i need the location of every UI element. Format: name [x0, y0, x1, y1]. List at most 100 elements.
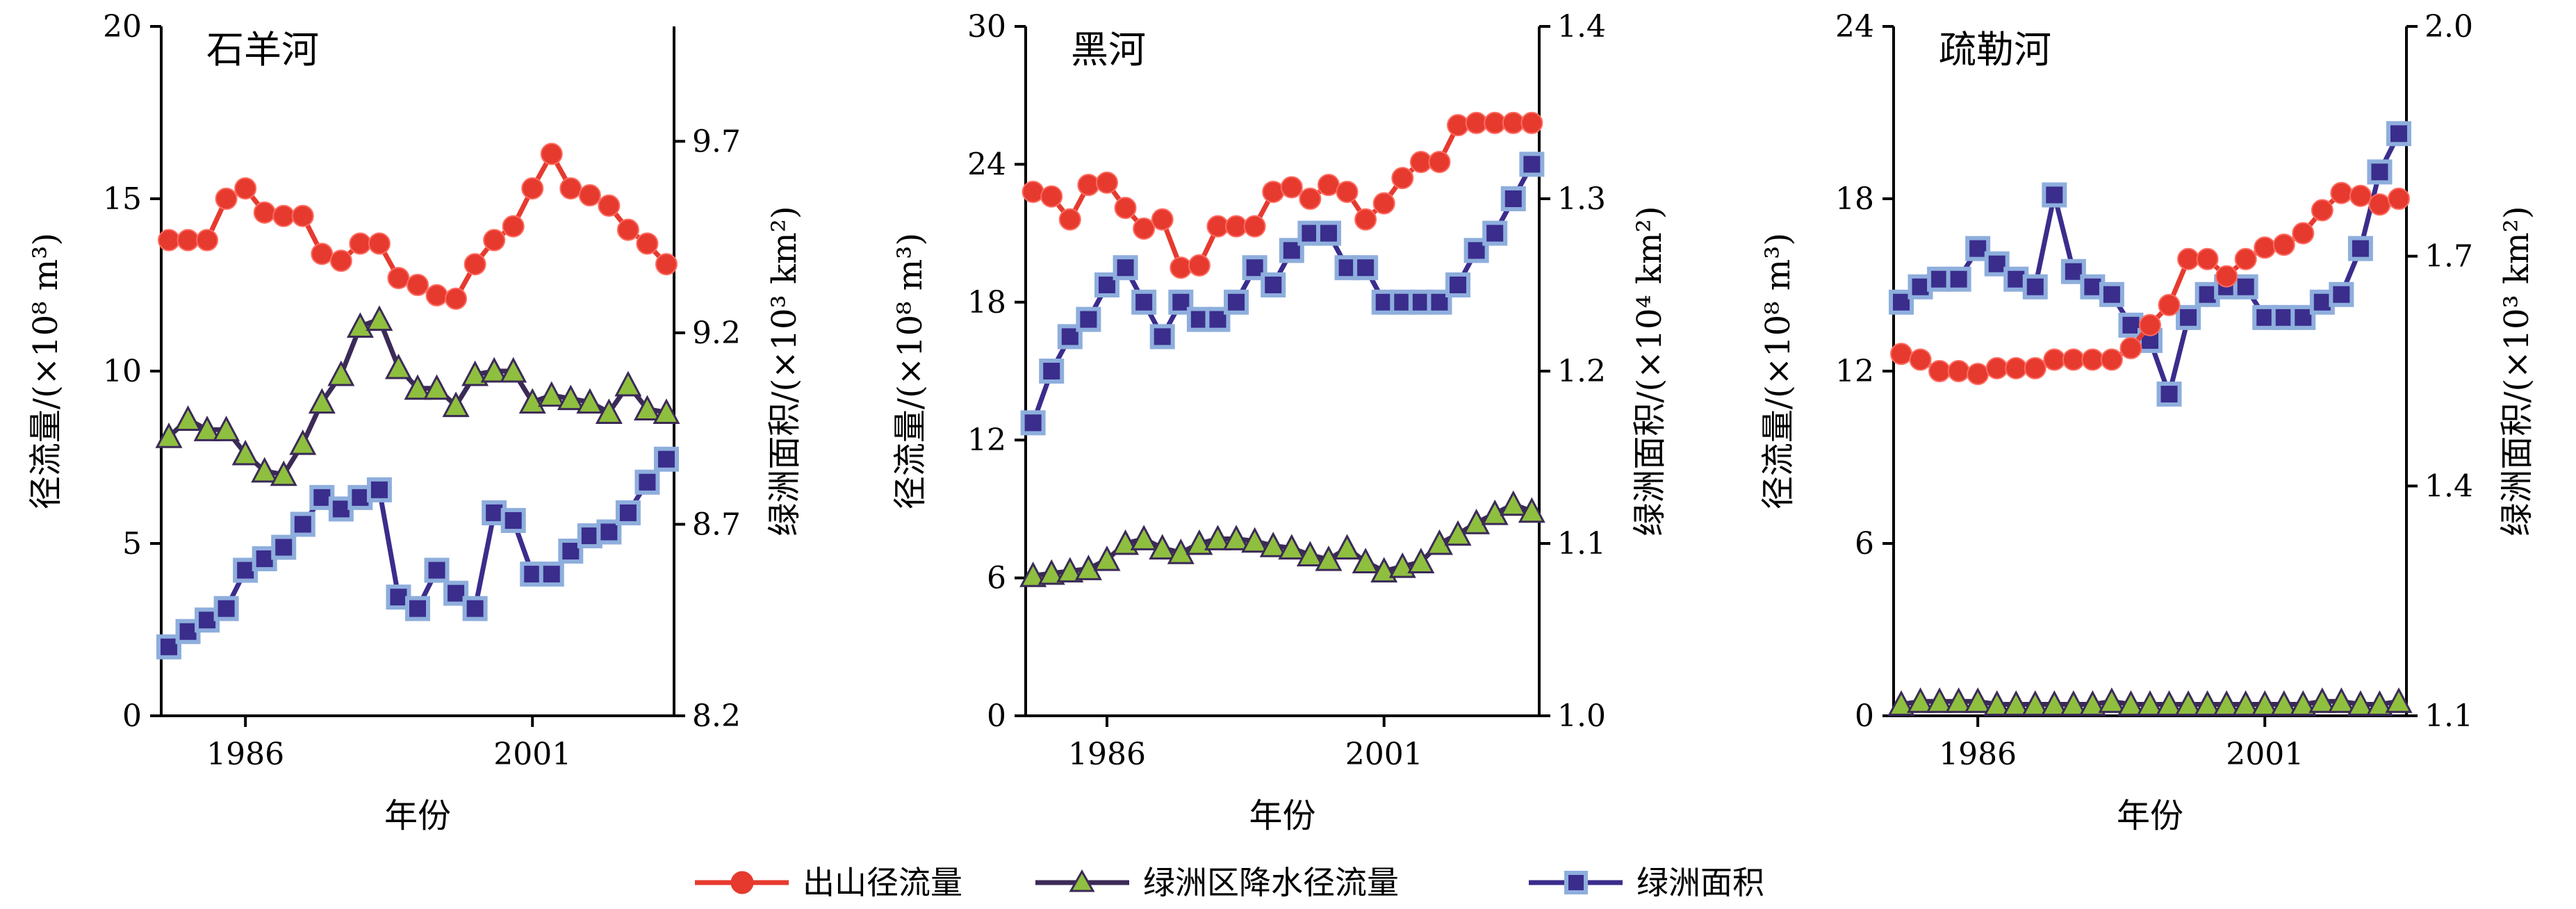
y-tick-label: 12 [1835, 354, 1874, 389]
x-tick-label: 2001 [493, 737, 571, 772]
area-point [2386, 121, 2411, 147]
precip-point [500, 357, 527, 383]
series-runoff [1890, 181, 2410, 386]
area-point [462, 596, 488, 621]
series-area [156, 446, 679, 660]
area-point [2042, 182, 2067, 208]
area-point [2099, 281, 2124, 307]
runoff-point [2349, 184, 2372, 207]
precip-point [595, 398, 623, 425]
runoff-point [1520, 111, 1543, 134]
runoff-point [1077, 174, 1100, 197]
precip-point [2213, 690, 2240, 716]
precip-point [1983, 690, 2011, 716]
x-tick-label: 2001 [1345, 737, 1423, 772]
runoff-point [329, 249, 352, 272]
x-axis-title: 年份 [384, 796, 451, 835]
precip-point [308, 388, 336, 414]
runoff-point [1890, 343, 1913, 366]
runoff-point [2024, 357, 2046, 379]
runoff-point [2139, 313, 2161, 336]
runoff-point [636, 232, 659, 255]
runoff-point [1447, 114, 1470, 137]
runoff-point [1909, 348, 1932, 371]
legend-item-precip: 绿洲区降水径流量 [1035, 864, 1399, 901]
legend: 出山径流量 绿洲区降水径流量 绿洲面积 [695, 864, 1764, 901]
precip-point [1093, 545, 1121, 571]
area-point [1224, 289, 1249, 315]
y-tick-label: 30 [967, 9, 1006, 44]
area-point [156, 634, 182, 660]
y2-tick-label: 1.1 [2425, 698, 2473, 734]
precip-point [1352, 548, 1379, 573]
runoff-point [2368, 193, 2391, 216]
runoff-point [215, 188, 238, 210]
runoff-point [291, 204, 314, 227]
area-point [290, 511, 315, 537]
runoff-point [387, 267, 410, 290]
runoff-point [578, 184, 601, 207]
precip-point [423, 374, 451, 400]
precip-point [1481, 499, 1509, 525]
y-tick-label: 12 [967, 423, 1006, 458]
y2-tick-label: 1.1 [1557, 526, 1606, 562]
precip-point [480, 357, 508, 383]
legend-swatch-runoff-marker [730, 871, 754, 894]
area-point [271, 534, 297, 560]
precip-point [1149, 534, 1176, 560]
y-tick-label: 0 [122, 698, 142, 734]
panel-river-name: 疏勒河 [1939, 28, 2051, 72]
y2-tick-label: 2.0 [2425, 9, 2473, 44]
runoff-point [2100, 348, 2123, 371]
y-tick-label: 10 [103, 354, 142, 389]
precip-point [2327, 687, 2355, 713]
area-point [1965, 236, 1991, 261]
runoff-point [1225, 215, 1248, 238]
legend-item-runoff: 出山径流量 [695, 864, 962, 901]
runoff-point [1502, 111, 1525, 134]
series-runoff [158, 142, 678, 310]
area-point [1353, 255, 1379, 281]
precip-point [1500, 490, 1527, 516]
y-tick-label: 15 [103, 181, 142, 217]
chart-panel-2: 0 6 12 18 24 30 1.0 1.1 1.2 1.3 1.4 1986 2001 年份 径流量/(… [891, 9, 1669, 835]
runoff-point [598, 194, 621, 217]
runoff-point [368, 232, 391, 255]
y-tick-label: 18 [1835, 181, 1874, 217]
runoff-point [445, 287, 468, 310]
runoff-point [2081, 348, 2104, 371]
area-point [1500, 186, 1526, 211]
runoff-point [1058, 208, 1081, 231]
area-point [405, 596, 430, 621]
runoff-point [1985, 357, 2008, 379]
precip-point [2385, 687, 2413, 713]
y-tick-label: 6 [1855, 526, 1874, 562]
runoff-point [1022, 181, 1044, 204]
runoff-point [1354, 208, 1377, 231]
precip-point [1130, 525, 1158, 550]
y-tick-label: 0 [1855, 698, 1874, 734]
runoff-point [2062, 348, 2085, 371]
runoff-point [2005, 357, 2028, 379]
precip-point [2194, 690, 2222, 716]
runoff-point [2311, 199, 2333, 222]
y2-tick-label: 1.0 [1557, 698, 1606, 734]
precip-point [2232, 690, 2260, 716]
runoff-point [1967, 363, 1990, 386]
y2-tick-label: 1.4 [2425, 468, 2473, 504]
panel-river-name: 石羊河 [206, 28, 319, 72]
panel-river-name: 黑河 [1071, 28, 1146, 72]
runoff-point [1206, 215, 1229, 238]
precip-point [327, 360, 355, 386]
runoff-point [407, 274, 429, 296]
precip-point [633, 395, 661, 421]
precip-point [1037, 559, 1065, 585]
area-point [2367, 159, 2393, 185]
precip-point [1518, 497, 1545, 523]
precip-point [1222, 525, 1250, 550]
precip-point [346, 312, 374, 338]
legend-swatch-area-marker [1564, 871, 1588, 894]
area-point [1149, 324, 1175, 350]
precip-point [1019, 562, 1047, 587]
runoff-point [253, 201, 276, 224]
